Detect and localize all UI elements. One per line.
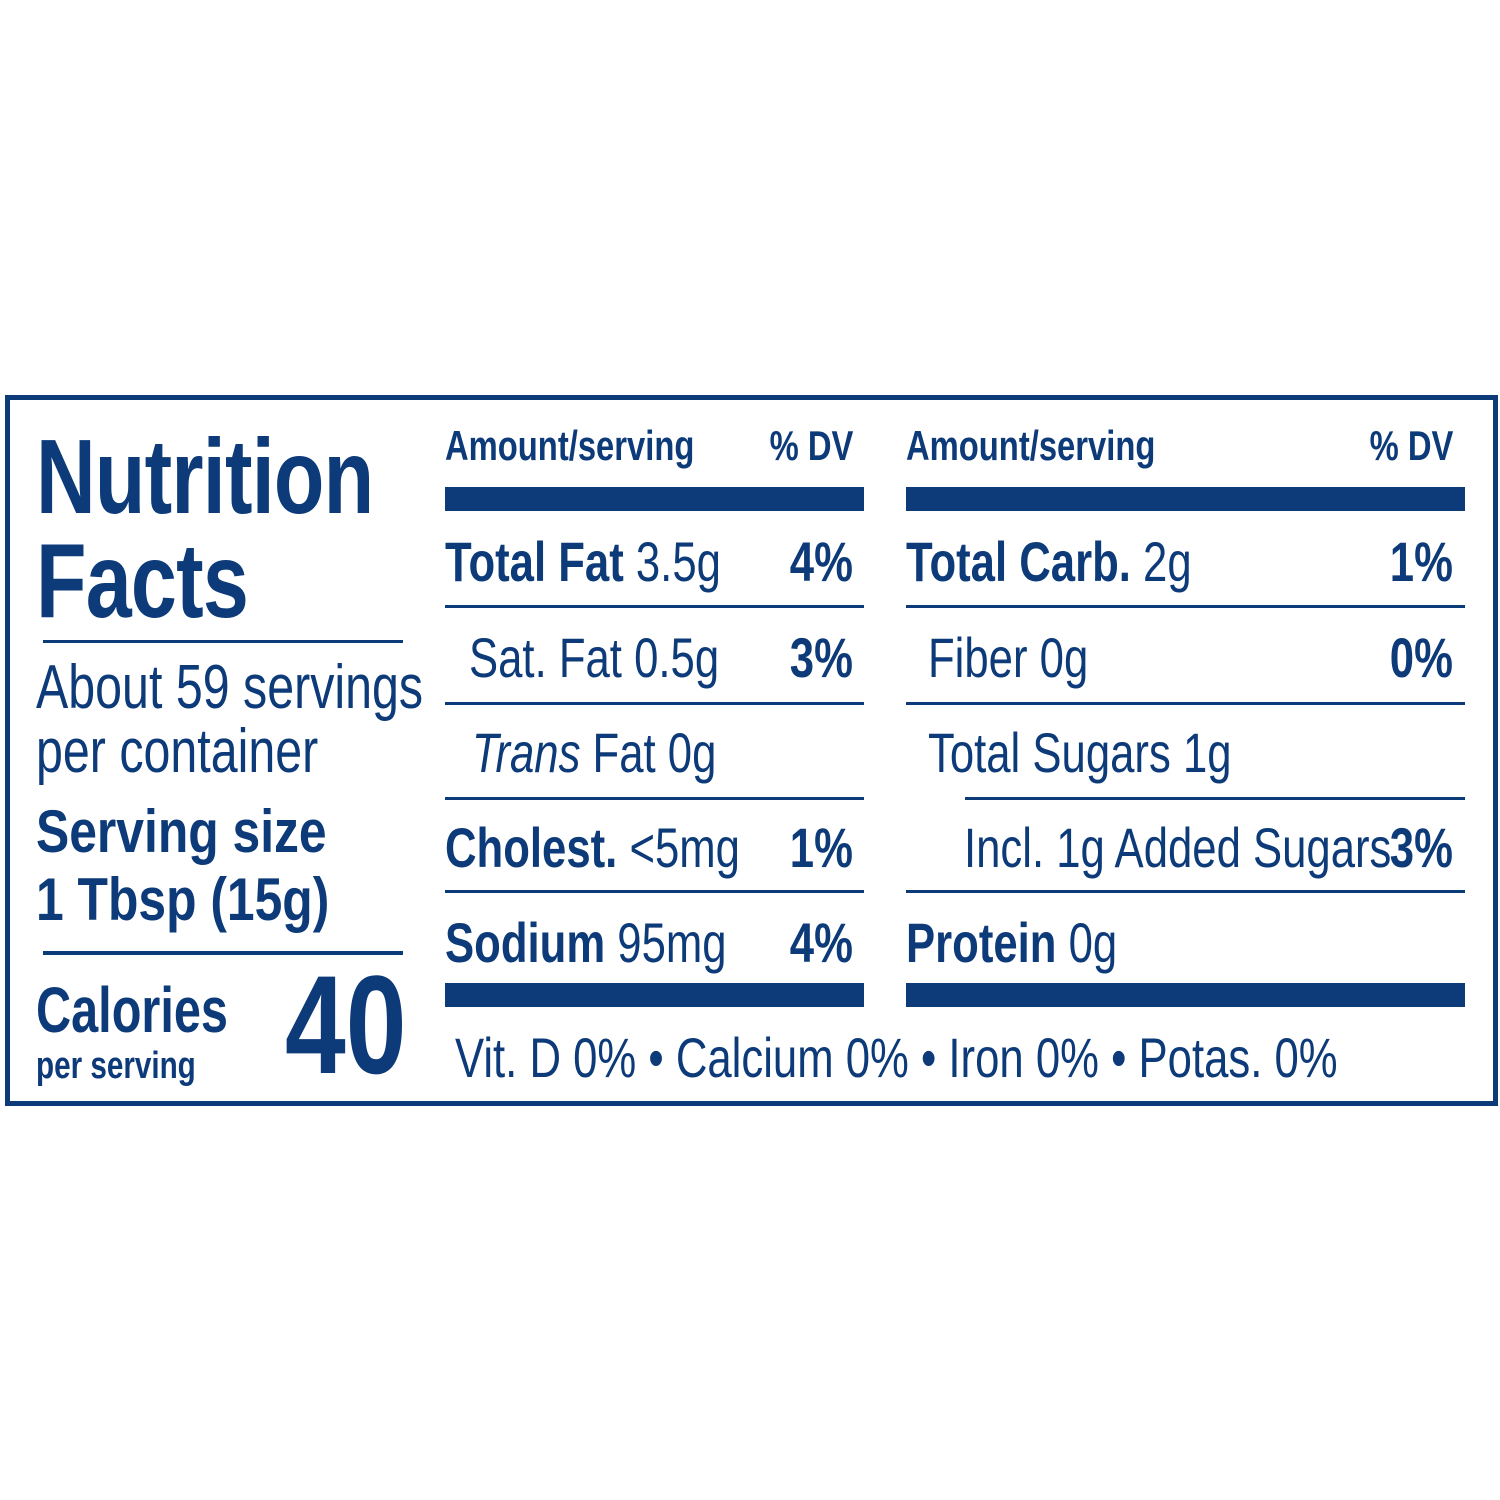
- right-row-total-carb-dv: 1%: [1389, 530, 1453, 593]
- left-row-cholesterol: Cholest. <5mg: [445, 816, 740, 879]
- right-row-added-sugars: Incl. 1g Added Sugars: [964, 816, 1392, 879]
- left-row-sodium-dv: 4%: [789, 911, 853, 974]
- serving-divider: [43, 951, 403, 955]
- right-row-fiber-dv: 0%: [1389, 626, 1453, 689]
- left-header-amount: Amount/serving: [445, 422, 695, 469]
- left-row-sodium: Sodium 95mg: [445, 911, 727, 974]
- calories-value: 40: [285, 946, 407, 1103]
- left-divider-4: [445, 890, 864, 893]
- calories-label: Calories: [36, 974, 228, 1046]
- right-header-amount: Amount/serving: [906, 422, 1156, 469]
- right-header-bar: [906, 487, 1465, 511]
- left-row-cholesterol-dv: 1%: [789, 816, 853, 879]
- title-line-1: Nutrition: [36, 418, 374, 536]
- right-header-dv: % DV: [1369, 422, 1453, 469]
- left-row-sat-fat-dv: 3%: [789, 626, 853, 689]
- left-footer-bar: [445, 983, 864, 1007]
- right-divider-4: [906, 890, 1465, 893]
- left-row-sat-fat: Sat. Fat 0.5g: [469, 626, 720, 689]
- right-footer-bar: [906, 983, 1465, 1007]
- left-header-bar: [445, 487, 864, 511]
- right-divider-2: [906, 702, 1465, 705]
- right-row-protein: Protein 0g: [906, 911, 1118, 974]
- left-header-dv: % DV: [769, 422, 853, 469]
- right-row-total-sugars: Total Sugars 1g: [928, 721, 1232, 784]
- right-row-added-sugars-dv: 3%: [1389, 816, 1453, 879]
- left-row-trans-fat: Trans Fat 0g: [472, 721, 717, 784]
- calories-per-serving: per serving: [36, 1045, 196, 1087]
- right-divider-3: [965, 797, 1465, 800]
- right-row-total-carb: Total Carb. 2g: [906, 530, 1192, 593]
- left-divider-3: [445, 797, 864, 800]
- left-divider-2: [445, 702, 864, 705]
- left-divider-1: [445, 605, 864, 608]
- right-divider-1: [906, 605, 1465, 608]
- left-row-total-fat-dv: 4%: [789, 530, 853, 593]
- title-divider: [43, 640, 403, 643]
- servings-per-container-line-2: per container: [36, 717, 319, 786]
- vitamins-minerals-line: Vit. D 0% • Calcium 0% • Iron 0% • Potas…: [455, 1026, 1338, 1089]
- left-row-total-fat: Total Fat 3.5g: [445, 530, 721, 593]
- right-row-fiber: Fiber 0g: [928, 626, 1089, 689]
- nutrition-facts-label: Nutrition Facts About 59 servings per co…: [5, 395, 1498, 1106]
- serving-size-label: Serving size: [36, 798, 327, 865]
- title-line-2: Facts: [36, 522, 249, 640]
- servings-per-container-line-1: About 59 servings: [36, 653, 424, 722]
- serving-size-value: 1 Tbsp (15g): [36, 866, 330, 933]
